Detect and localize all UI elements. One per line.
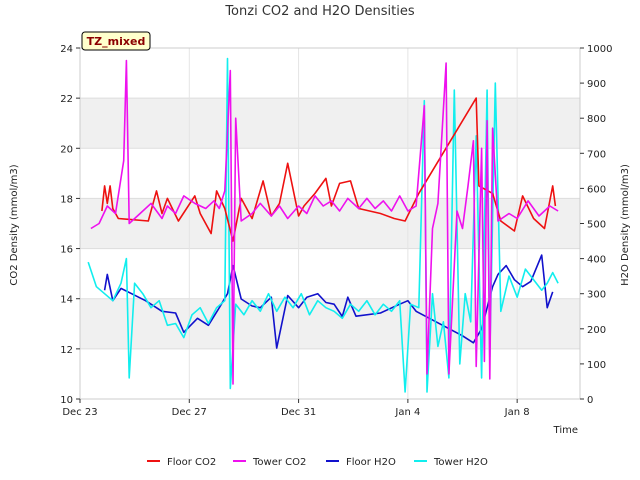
x-tick-label: Dec 31 xyxy=(281,407,316,418)
series-line-floor-h2o xyxy=(103,254,554,349)
y-tick-label: 16 xyxy=(60,245,73,256)
plot-series xyxy=(87,57,559,393)
site-badge-label: TZ_mixed xyxy=(87,35,146,48)
y2-tick-label: 800 xyxy=(587,114,606,125)
y-tick-label: 12 xyxy=(60,345,73,356)
y2-axis-label: H2O Density (mmol/m3) xyxy=(620,164,631,286)
series-line-tower-h2o xyxy=(87,57,559,393)
y2-tick-label: 600 xyxy=(587,184,606,195)
y-tick-label: 10 xyxy=(60,395,73,406)
x-axis-label: Time xyxy=(553,425,578,436)
y2-tick-label: 1000 xyxy=(587,44,612,55)
legend-label: Floor CO2 xyxy=(167,457,216,468)
y2-tick-label: 500 xyxy=(587,220,606,231)
x-axis-ticks: Dec 23 Dec 27 Dec 31 Jan 4 Jan 8 xyxy=(62,399,530,418)
grid-band xyxy=(80,298,580,349)
y2-tick-label: 900 xyxy=(587,79,606,90)
legend: Floor CO2 Tower CO2 Floor H2O Tower H2O xyxy=(147,457,488,468)
y-tick-label: 18 xyxy=(60,194,73,205)
y-tick-label: 24 xyxy=(60,44,73,55)
y2-tick-label: 200 xyxy=(587,325,606,336)
y-axis-label: CO2 Density (mmol/m3) xyxy=(9,164,20,285)
legend-label: Floor H2O xyxy=(346,457,396,468)
y-tick-label: 20 xyxy=(60,144,73,155)
x-tick-label: Dec 27 xyxy=(172,407,207,418)
chart-title: Tonzi CO2 and H2O Densities xyxy=(224,4,415,19)
x-tick-label: Jan 8 xyxy=(504,407,530,418)
grid-band xyxy=(80,98,580,149)
y2-tick-label: 400 xyxy=(587,255,606,266)
y-tick-label: 22 xyxy=(60,94,73,105)
y-tick-label: 14 xyxy=(60,295,73,306)
series-line-tower-co2 xyxy=(90,59,559,385)
x-tick-label: Dec 23 xyxy=(62,407,97,418)
legend-label: Tower CO2 xyxy=(252,457,306,468)
y2-tick-label: 0 xyxy=(587,395,593,406)
x-tick-label: Jan 4 xyxy=(394,407,420,418)
y2-tick-label: 100 xyxy=(587,360,606,371)
legend-label: Tower H2O xyxy=(433,457,488,468)
site-badge: TZ_mixed xyxy=(81,31,151,51)
y-axis-ticks: 10 12 14 16 18 20 22 24 xyxy=(60,44,80,406)
y2-tick-label: 700 xyxy=(587,149,606,160)
y2-tick-label: 300 xyxy=(587,290,606,301)
y2-axis-ticks: 0 100 200 300 400 500 600 700 800 900 1000 xyxy=(580,44,612,406)
